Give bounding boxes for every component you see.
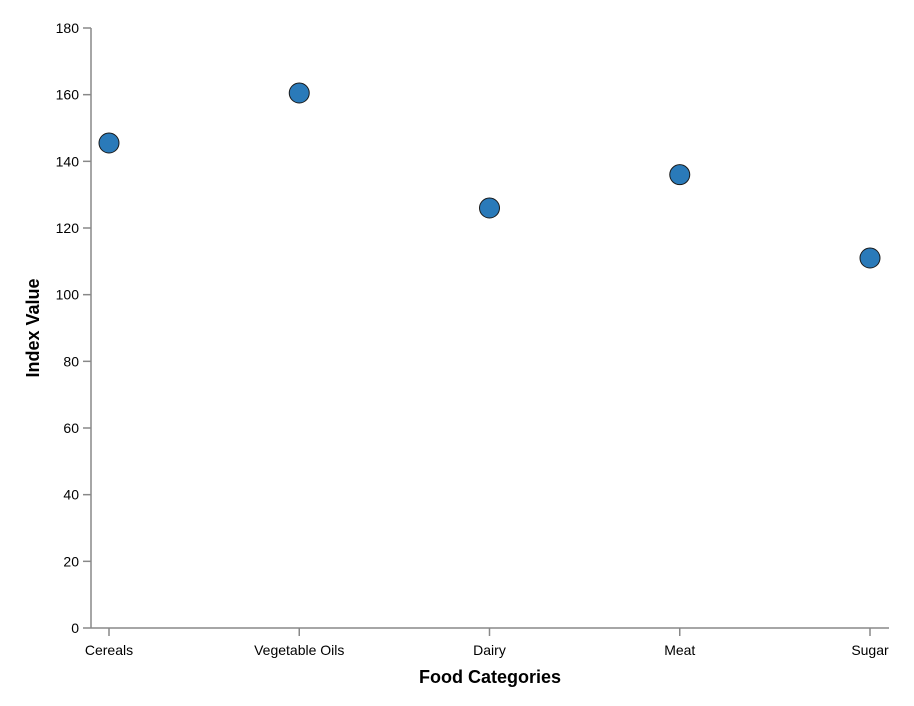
y-tick-label: 140 bbox=[56, 153, 80, 169]
data-point[interactable] bbox=[288, 82, 310, 104]
x-axis-title: Food Categories bbox=[419, 667, 561, 687]
x-tick-label: Sugar bbox=[851, 642, 889, 658]
y-tick-label: 120 bbox=[56, 220, 80, 236]
y-tick-label: 180 bbox=[56, 20, 80, 36]
data-point[interactable] bbox=[669, 164, 691, 186]
y-tick-label: 0 bbox=[71, 620, 79, 636]
y-tick-label: 80 bbox=[63, 353, 79, 369]
y-tick-label: 100 bbox=[56, 287, 80, 303]
data-point[interactable] bbox=[479, 197, 500, 219]
data-point[interactable] bbox=[859, 247, 881, 269]
y-axis-title: Index Value bbox=[23, 278, 43, 377]
x-tick-label: Vegetable Oils bbox=[254, 642, 344, 658]
data-point[interactable] bbox=[98, 132, 120, 154]
y-axis: 0 20 40 60 80 100 120 140 160 180 bbox=[56, 20, 92, 636]
x-tick-label: Meat bbox=[664, 642, 695, 658]
y-tick-label: 160 bbox=[56, 87, 80, 103]
y-tick-label: 40 bbox=[63, 487, 79, 503]
y-tick-label: 60 bbox=[63, 420, 79, 436]
x-axis: Cereals Vegetable Oils Dairy Meat Sugar bbox=[85, 627, 889, 658]
x-tick-label: Cereals bbox=[85, 642, 133, 658]
x-tick-label: Dairy bbox=[473, 642, 506, 658]
y-tick-label: 20 bbox=[63, 553, 79, 569]
data-points bbox=[98, 82, 881, 269]
